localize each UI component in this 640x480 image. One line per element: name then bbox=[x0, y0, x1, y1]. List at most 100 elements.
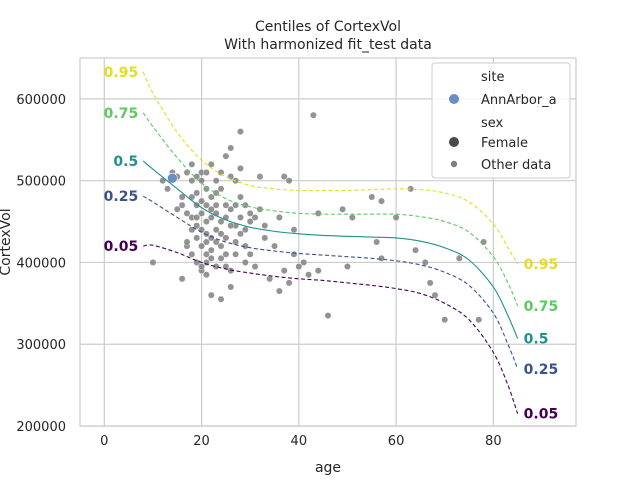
other-data-point bbox=[203, 250, 210, 258]
other-data-point bbox=[183, 169, 191, 176]
other-data-point bbox=[217, 242, 225, 250]
legend-female-label: Female bbox=[481, 136, 528, 151]
other-data-point bbox=[285, 279, 293, 287]
other-data-point bbox=[207, 193, 215, 201]
y-axis-label: CortexVol bbox=[0, 208, 14, 275]
other-data-point bbox=[237, 214, 244, 221]
other-data-point bbox=[368, 193, 376, 201]
other-data-point bbox=[290, 226, 298, 234]
legend-female-marker bbox=[449, 137, 459, 147]
other-data-point bbox=[222, 250, 230, 258]
other-data-point bbox=[207, 205, 215, 213]
other-data-point bbox=[207, 246, 215, 254]
other-data-point bbox=[222, 234, 230, 242]
x-tick-label: 40 bbox=[291, 434, 308, 449]
legend-annarbor-marker bbox=[449, 94, 459, 104]
other-data-point bbox=[193, 173, 201, 180]
centile-labels: 0.05 0.05 0.25 0.25 0.5 0.5 0.75 0.75 0.95 0.95 bbox=[104, 65, 559, 423]
other-data-point bbox=[193, 189, 201, 197]
legend-annarbor-label: AnnArbor_a bbox=[481, 93, 557, 108]
other-data-point bbox=[237, 128, 244, 136]
other-data-point bbox=[237, 164, 244, 172]
legend-sex-header: sex bbox=[481, 116, 504, 131]
centile-curves bbox=[142, 71, 519, 414]
other-data-point bbox=[275, 287, 283, 295]
other-data-point bbox=[198, 242, 205, 250]
centile-curve-0_25 bbox=[142, 195, 519, 369]
other-data-point bbox=[480, 238, 488, 246]
other-data-point bbox=[237, 230, 244, 238]
y-tick-label: 400000 bbox=[16, 256, 66, 271]
centile-curve-0_5 bbox=[142, 160, 519, 339]
other-data-point bbox=[378, 254, 385, 262]
y-tick-label: 300000 bbox=[16, 338, 66, 353]
y-tick-label: 200000 bbox=[16, 420, 66, 435]
other-data-point bbox=[203, 271, 210, 279]
other-data-point bbox=[227, 205, 235, 213]
other-data-point bbox=[198, 263, 205, 270]
other-data-point bbox=[378, 197, 385, 205]
other-data-point bbox=[275, 214, 283, 221]
other-data-point bbox=[232, 250, 240, 258]
other-data-point bbox=[212, 201, 220, 209]
other-data-point bbox=[207, 291, 215, 299]
centile-label-right: 0.75 bbox=[524, 299, 559, 315]
other-data-point bbox=[207, 160, 215, 168]
other-data-point bbox=[237, 193, 244, 201]
x-axis-label: age bbox=[315, 460, 341, 476]
other-data-point bbox=[300, 259, 308, 266]
other-data-point bbox=[431, 291, 439, 299]
other-data-point bbox=[203, 218, 210, 225]
centile-label-left: 0.25 bbox=[104, 189, 139, 205]
other-data-point bbox=[271, 242, 278, 250]
other-data-point bbox=[441, 316, 449, 324]
other-data-point bbox=[324, 312, 332, 319]
legend-site-header: site bbox=[481, 70, 504, 85]
x-tick-label: 80 bbox=[485, 434, 502, 449]
other-data-point bbox=[339, 205, 346, 213]
chart-title: Centiles of CortexVol bbox=[255, 19, 401, 35]
other-data-point bbox=[217, 254, 225, 262]
other-data-point bbox=[373, 238, 381, 246]
other-data-point bbox=[348, 214, 356, 221]
other-data-point bbox=[203, 230, 210, 238]
other-data-point bbox=[207, 214, 215, 221]
other-data-point bbox=[314, 267, 322, 275]
other-data-point bbox=[203, 238, 210, 246]
other-data-point bbox=[310, 111, 317, 119]
other-data-point bbox=[178, 193, 186, 201]
other-data-point bbox=[280, 267, 288, 275]
legend-other-marker bbox=[450, 160, 458, 168]
other-data-point bbox=[290, 250, 298, 258]
other-data-point bbox=[251, 263, 259, 270]
scatter-points bbox=[149, 111, 488, 324]
other-data-point bbox=[475, 316, 483, 324]
other-data-point bbox=[217, 185, 225, 193]
other-data-point bbox=[212, 177, 220, 185]
other-data-point bbox=[207, 234, 215, 242]
other-data-point bbox=[193, 222, 201, 230]
other-data-point bbox=[149, 259, 157, 266]
other-data-point bbox=[198, 209, 205, 217]
other-data-point bbox=[188, 250, 196, 258]
other-data-point bbox=[227, 283, 235, 291]
other-data-point bbox=[203, 169, 210, 176]
other-data-point bbox=[344, 263, 351, 270]
other-data-point bbox=[203, 201, 210, 209]
axis-ticks: 0 20 40 60 80 200000 300000 400000 500000 600000 bbox=[16, 93, 501, 449]
other-data-point bbox=[173, 205, 181, 213]
y-tick-label: 500000 bbox=[16, 175, 66, 190]
centile-label-left: 0.95 bbox=[104, 65, 139, 81]
other-data-point bbox=[222, 201, 230, 209]
other-data-point bbox=[178, 201, 186, 209]
x-tick-label: 20 bbox=[193, 434, 210, 449]
centile-label-right: 0.95 bbox=[524, 257, 559, 273]
x-tick-label: 0 bbox=[100, 434, 108, 449]
legend-frame bbox=[431, 62, 571, 179]
legend: site AnnArbor_a sex Female Other data bbox=[431, 62, 571, 179]
centile-curve-0_75 bbox=[142, 112, 519, 307]
centile-curve-0_95 bbox=[142, 71, 519, 265]
other-data-point bbox=[455, 254, 463, 262]
other-data-point bbox=[188, 160, 196, 168]
other-data-point bbox=[217, 295, 225, 303]
